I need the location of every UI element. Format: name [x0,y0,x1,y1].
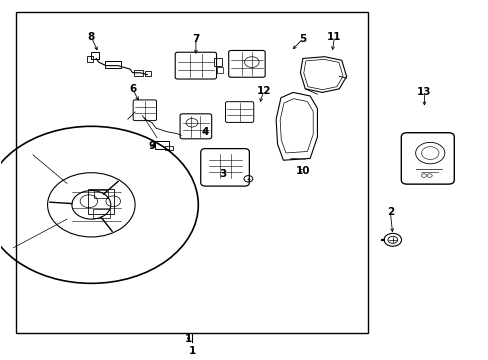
Text: 2: 2 [386,207,393,217]
Bar [145,71,151,76]
Text: 6: 6 [129,84,136,94]
Text: 5: 5 [299,34,306,44]
Bar [87,57,93,62]
Text: 4: 4 [202,127,209,137]
Bar [165,145,173,150]
Bar [133,69,143,76]
Bar [105,61,121,68]
Text: 11: 11 [326,32,341,42]
Text: 12: 12 [256,86,271,96]
Bar [87,189,114,214]
Bar [92,209,109,218]
Bar [213,58,222,66]
Text: 8: 8 [87,32,95,42]
Text: 10: 10 [295,166,309,176]
Text: 13: 13 [416,87,431,98]
Text: 7: 7 [192,34,199,44]
Bar [217,67,223,73]
Bar [16,12,368,333]
Bar [94,190,108,198]
Text: 1: 1 [188,346,196,356]
Bar [91,52,99,59]
Bar [155,141,168,149]
Text: 9: 9 [148,141,155,151]
Text: 3: 3 [219,170,226,180]
Text: 1: 1 [184,334,192,344]
